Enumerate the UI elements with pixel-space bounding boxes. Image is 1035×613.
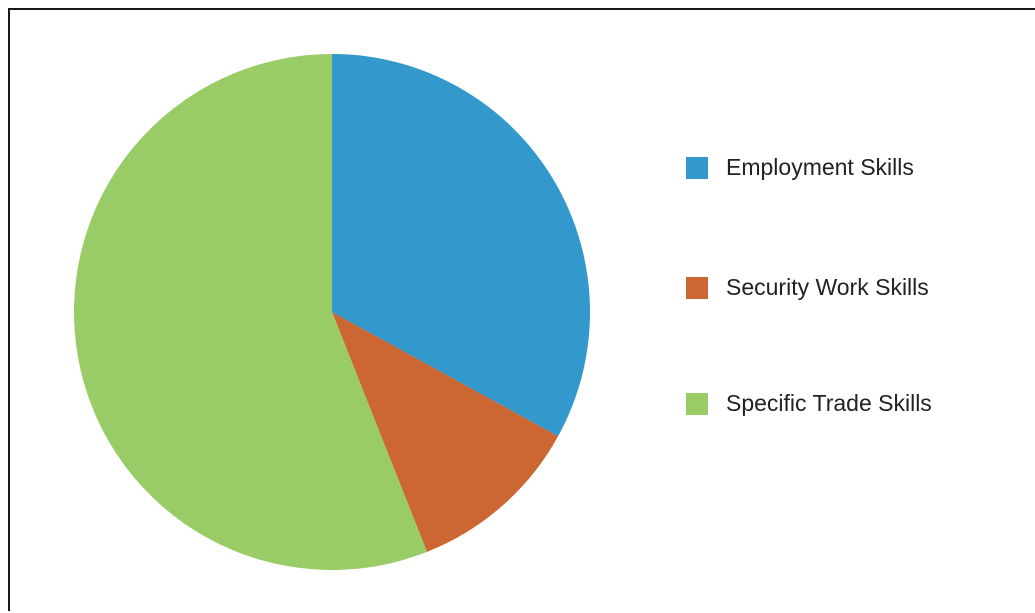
legend-item-security-work-skills: Security Work Skills [686,276,929,299]
legend-item-specific-trade-skills: Specific Trade Skills [686,392,932,415]
legend-swatch-employment-skills [686,156,708,179]
pie-slice-specific-trade-skills [73,54,427,570]
chart-frame: Employment Skills Security Work Skills S… [8,8,1035,611]
pie-slice-security-work-skills [332,312,559,552]
legend-item-employment-skills: Employment Skills [686,156,914,179]
legend-label-employment-skills: Employment Skills [726,154,914,180]
legend-label-security-work-skills: Security Work Skills [726,274,929,300]
pie-slice-employment-skills [332,54,591,437]
legend-label-specific-trade-skills: Specific Trade Skills [726,390,932,416]
pie-chart [73,54,591,570]
legend-swatch-specific-trade-skills [686,392,708,415]
legend-swatch-security-work-skills [686,276,708,299]
